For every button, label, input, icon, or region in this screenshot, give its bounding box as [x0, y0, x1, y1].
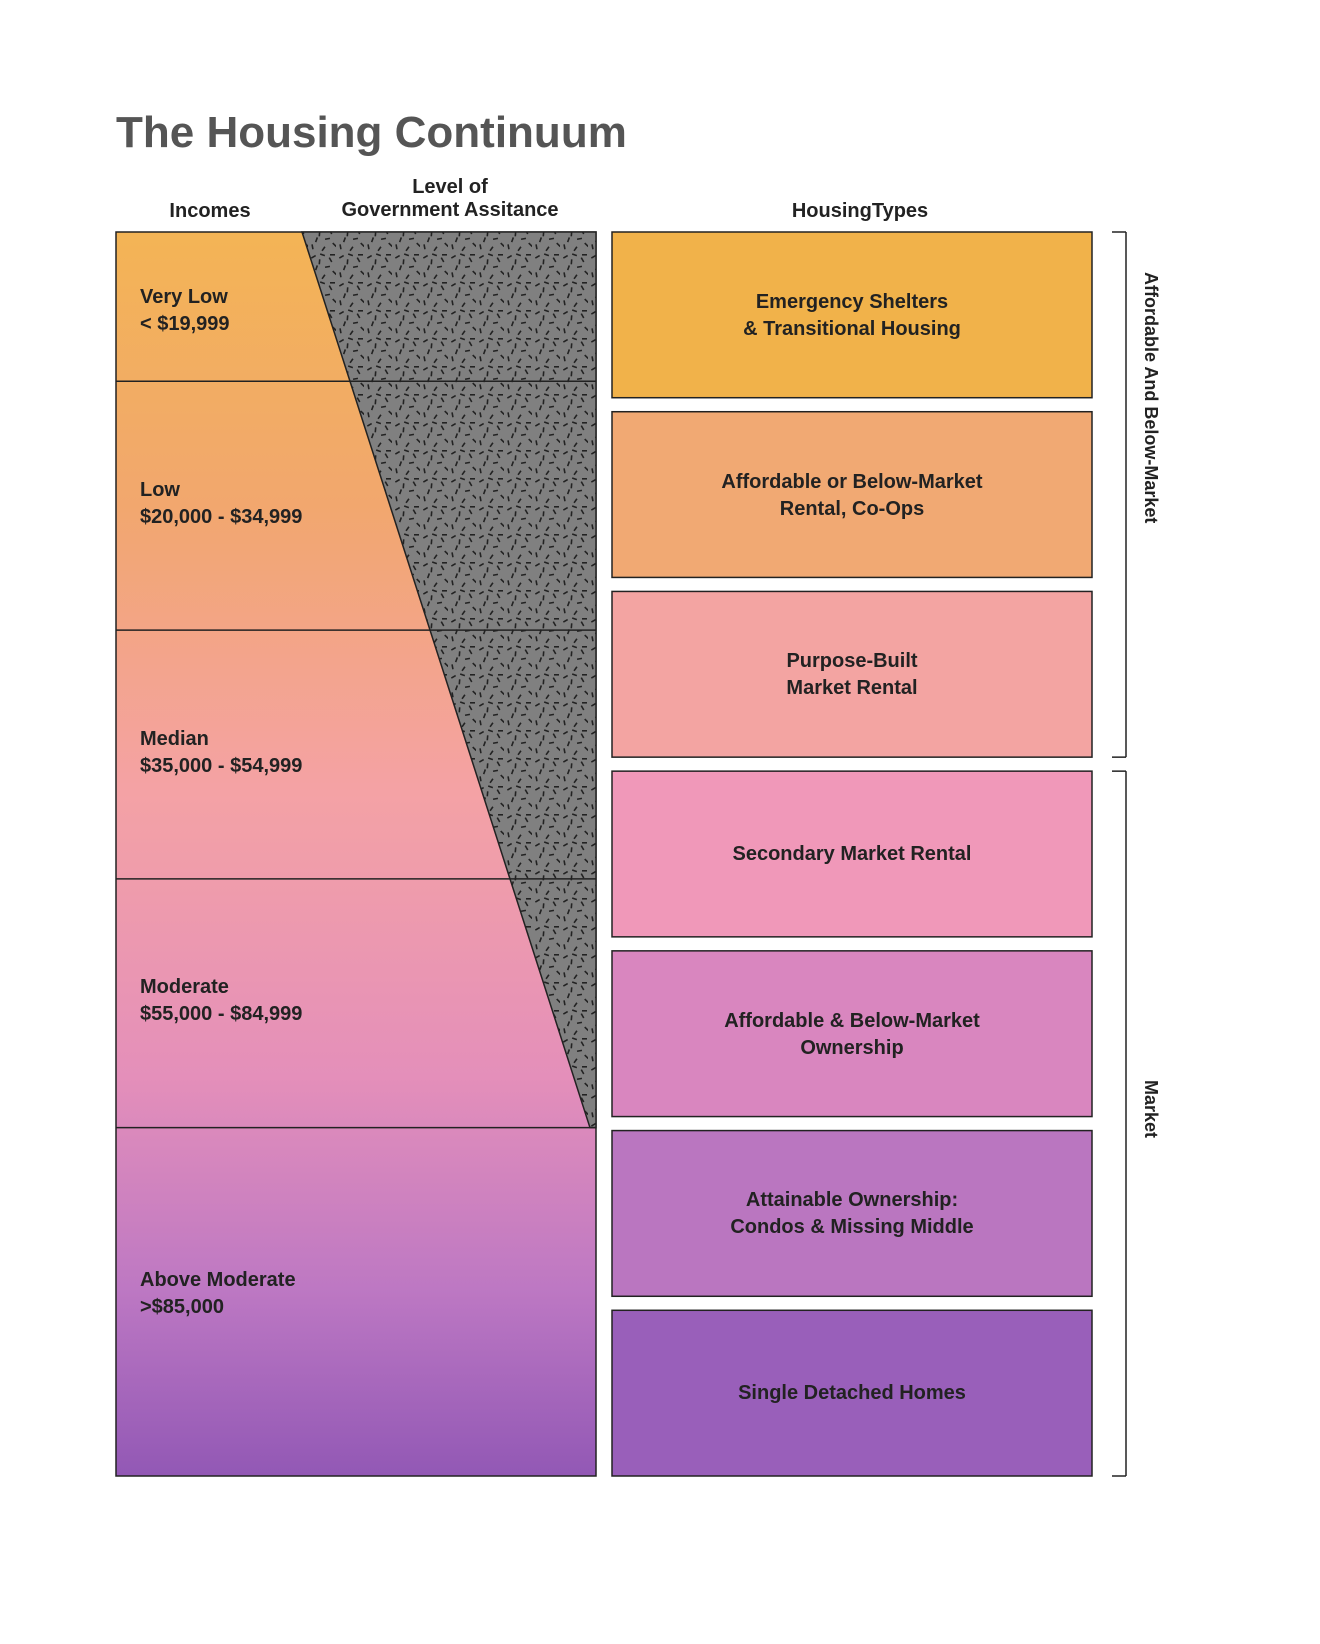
income-row-l1: Median: [140, 728, 209, 750]
income-row-l2: >$85,000: [140, 1296, 224, 1318]
housing-type-label: Affordable & Below-Market Ownership: [612, 1008, 1092, 1062]
ht-l2: & Transitional Housing: [743, 318, 961, 340]
housing-type-label: Secondary Market Rental: [612, 841, 1092, 868]
ht-l1: Emergency Shelters: [756, 291, 948, 313]
housing-type-label: Emergency Shelters & Transitional Housing: [612, 289, 1092, 343]
ht-l1: Affordable & Below-Market: [724, 1010, 980, 1032]
ht-l1: Secondary Market Rental: [733, 843, 972, 865]
ht-l1: Attainable Ownership:: [746, 1189, 958, 1211]
income-row-l1: Low: [140, 479, 180, 501]
ht-l2: Rental, Co-Ops: [780, 498, 924, 520]
income-row-l2: < $19,999: [140, 313, 230, 335]
income-row-l1: Above Moderate: [140, 1269, 296, 1291]
income-row-label: Median $35,000 - $54,999: [140, 726, 302, 780]
income-row-l2: $20,000 - $34,999: [140, 506, 302, 528]
income-row-l1: Moderate: [140, 976, 229, 998]
ht-l1: Single Detached Homes: [738, 1382, 966, 1404]
housing-type-label: Attainable Ownership: Condos & Missing Mi…: [612, 1187, 1092, 1241]
ht-l2: Ownership: [800, 1037, 903, 1059]
income-row-l1: Very Low: [140, 286, 228, 308]
income-row-l2: $55,000 - $84,999: [140, 1003, 302, 1025]
housing-type-label: Affordable or Below-Market Rental, Co-Ops: [612, 469, 1092, 523]
side-label-affordable: Affordable And Below-Market: [1140, 272, 1161, 724]
side-label-market: Market: [1140, 1080, 1161, 1138]
income-row-label: Moderate $55,000 - $84,999: [140, 974, 302, 1028]
housing-type-label: Single Detached Homes: [612, 1380, 1092, 1407]
income-row-label: Above Moderate >$85,000: [140, 1267, 296, 1321]
ht-l1: Affordable or Below-Market: [721, 471, 982, 493]
ht-l1: Purpose-Built: [786, 650, 917, 672]
ht-l2: Market Rental: [786, 677, 917, 699]
income-row-l2: $35,000 - $54,999: [140, 755, 302, 777]
housing-type-label: Purpose-Built Market Rental: [612, 648, 1092, 702]
income-row-label: Low $20,000 - $34,999: [140, 477, 302, 531]
ht-l2: Condos & Missing Middle: [730, 1216, 973, 1238]
income-row-label: Very Low < $19,999: [140, 284, 230, 338]
